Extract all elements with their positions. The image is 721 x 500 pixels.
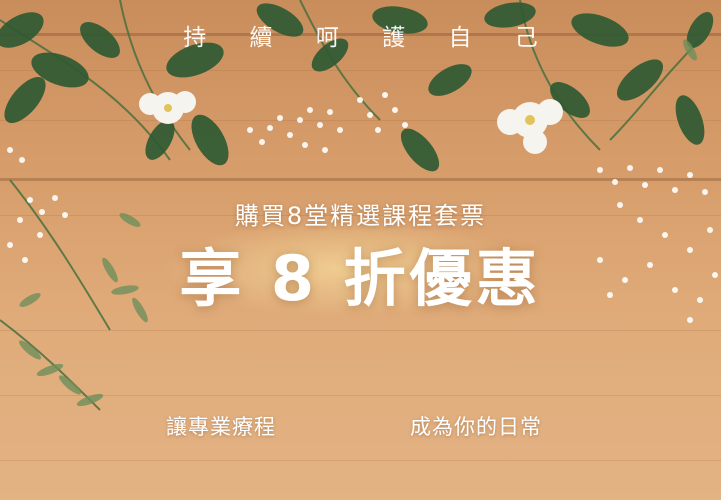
wood-grain: [0, 70, 721, 71]
promo-headline: 享 8 折優惠: [179, 242, 542, 315]
wood-grain: [0, 120, 721, 121]
wood-plank-divider: [0, 33, 721, 36]
wood-grain: [0, 460, 721, 461]
wood-grain: [0, 395, 721, 396]
brand-slogan: 持 續 呵 護 自 己: [183, 25, 556, 51]
promo-subhead: 購買8堂精選課程套票: [234, 202, 487, 230]
wood-grain: [0, 215, 721, 216]
wood-grain: [0, 330, 721, 331]
footer-left-text: 讓專業療程: [166, 415, 276, 439]
wood-plank-divider: [0, 178, 721, 181]
footer-right-text: 成為你的日常: [410, 415, 542, 439]
white-flower-icon: [139, 91, 563, 154]
